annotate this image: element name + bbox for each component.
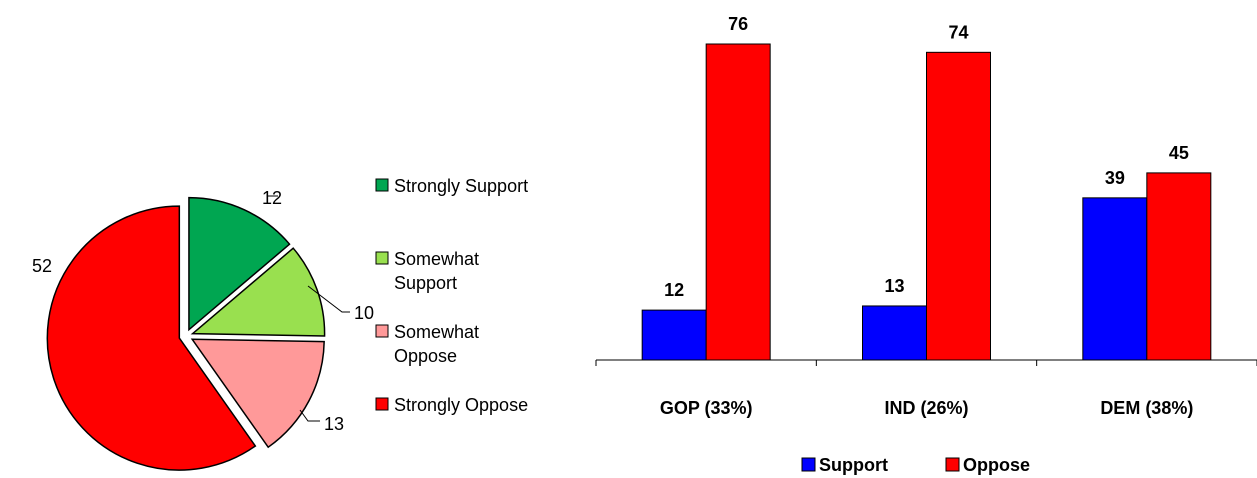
- legend-label-line: Support: [394, 273, 457, 293]
- legend-label-line: Somewhat: [394, 322, 479, 342]
- bar-value-label: 39: [1105, 168, 1125, 188]
- bar-value-label: 76: [728, 14, 748, 34]
- legend-label-line: Strongly Support: [394, 176, 528, 196]
- pie-slice-strongly-support: [188, 196, 291, 332]
- x-tick-label-ind-26: IND (26%): [884, 398, 968, 418]
- bar-legend: Support Oppose: [801, 455, 1030, 475]
- bar-oppose-dem-38: [1146, 172, 1212, 361]
- pie-slice-somewhat-oppose: [190, 338, 325, 449]
- legend-label-somewhat-support: Somewhat Support: [394, 249, 479, 293]
- pie-leader-line: [307, 285, 350, 313]
- legend-label-line: Oppose: [394, 346, 457, 366]
- pie-data-label: 52: [32, 256, 52, 276]
- pie-data-label: 10: [354, 303, 374, 323]
- bar-support-dem-38: [1082, 197, 1148, 361]
- legend-swatch-somewhat-oppose: [375, 324, 389, 338]
- legend-label-strongly-support: Strongly Support: [394, 176, 528, 196]
- x-tick-label-gop-33: GOP (33%): [660, 398, 753, 418]
- legend-label-line: Strongly Oppose: [394, 395, 528, 415]
- legend-label-somewhat-oppose: Somewhat Oppose: [394, 322, 479, 366]
- pie-legend: Strongly Support Somewhat Support Somewhat O…: [375, 176, 528, 415]
- bar-legend-label-oppose: Oppose: [963, 455, 1030, 475]
- bar-legend-swatch-support: [801, 457, 816, 472]
- legend-label-strongly-oppose: Strongly Oppose: [394, 395, 528, 415]
- bar-value-label: 13: [884, 276, 904, 296]
- pie-slice-somewhat-support: [190, 247, 326, 337]
- legend-swatch-strongly-support: [375, 178, 389, 192]
- legend-swatch-strongly-oppose: [375, 397, 389, 411]
- pie-data-label: 12: [262, 188, 282, 208]
- pie-data-label: 13: [324, 414, 344, 434]
- bar-support-gop-33: [641, 309, 707, 361]
- bar-support-ind-26: [862, 305, 927, 361]
- bar-value-label: 12: [664, 280, 684, 300]
- bar-oppose-ind-26: [926, 51, 991, 361]
- pie-leader-line: [299, 409, 320, 422]
- pie-chart: 12 10 13 52: [32, 188, 374, 471]
- x-tick-label-dem-38: DEM (38%): [1100, 398, 1193, 418]
- legend-label-line: Somewhat: [394, 249, 479, 269]
- bar-value-label: 45: [1169, 143, 1189, 163]
- bar-legend-swatch-oppose: [945, 457, 960, 472]
- pie-slice-strongly-oppose: [46, 205, 257, 471]
- bar-oppose-gop-33: [705, 43, 771, 361]
- legend-swatch-somewhat-support: [375, 251, 389, 265]
- bar-value-label: 74: [948, 22, 968, 42]
- bar-chart: 12 76 GOP (33%) 13 74 IND (26%) 39 45 DEM (38%): [595, 14, 1257, 418]
- bar-legend-label-support: Support: [819, 455, 888, 475]
